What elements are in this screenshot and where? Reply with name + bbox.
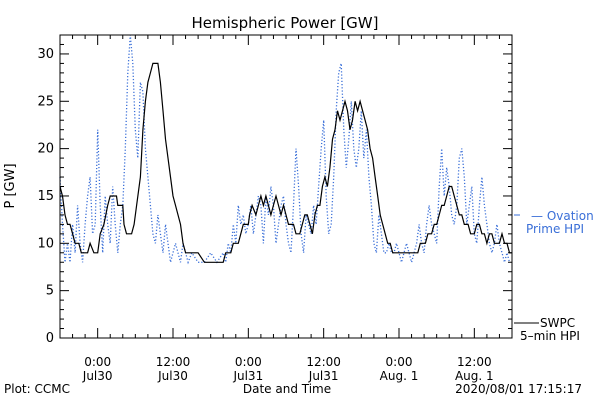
legend-swpc-label: SWPC: [540, 316, 575, 330]
x-tick-label-date: Aug. 1: [380, 369, 419, 383]
x-tick-label-date: Jul31: [232, 369, 263, 383]
y-tick-label: 20: [37, 142, 54, 157]
x-axis-label: Date and Time: [243, 382, 331, 396]
y-tick-label: 30: [37, 47, 54, 62]
chart-title: Hemispheric Power [GW]: [192, 14, 379, 32]
x-axis-ticks: 0:00Jul3012:00Jul300:00Jul3112:00Jul310:…: [59, 35, 513, 383]
series-layer: [59, 34, 512, 265]
y-axis-ticks: 0 5 10 15 20 25 30: [37, 34, 512, 346]
y-tick-label: 10: [37, 236, 54, 251]
legend-ovation-label: — Ovation: [531, 209, 594, 223]
legend-swpc-label-line2: 5–min HPI: [520, 329, 580, 343]
y-tick-label: 15: [37, 189, 54, 204]
ovation-prime-series-line: [59, 34, 511, 265]
y-tick-label: 5: [46, 284, 54, 299]
y-axis-label: P [GW]: [3, 163, 18, 208]
x-tick-label-date: Jul31: [308, 369, 339, 383]
y-tick-label: 0: [46, 331, 54, 346]
x-tick-label-time: 12:00: [156, 355, 191, 369]
y-tick-label: 25: [37, 94, 54, 109]
x-tick-label-time: 12:00: [457, 355, 492, 369]
swpc-hpi-series-line: [59, 62, 512, 263]
legend-ovation-label-line2: Prime HPI: [526, 222, 584, 236]
x-tick-label-date: Jul30: [82, 369, 113, 383]
x-tick-label-time: 0:00: [84, 355, 111, 369]
x-tick-label-time: 12:00: [306, 355, 341, 369]
x-tick-label-time: 0:00: [235, 355, 262, 369]
plot-credit: Plot: CCMC: [4, 382, 70, 396]
x-tick-label-date: Aug. 1: [455, 369, 494, 383]
x-tick-label-time: 0:00: [386, 355, 413, 369]
x-tick-label-date: Jul30: [157, 369, 188, 383]
plot-timestamp: 2020/08/01 17:15:17: [455, 382, 582, 396]
